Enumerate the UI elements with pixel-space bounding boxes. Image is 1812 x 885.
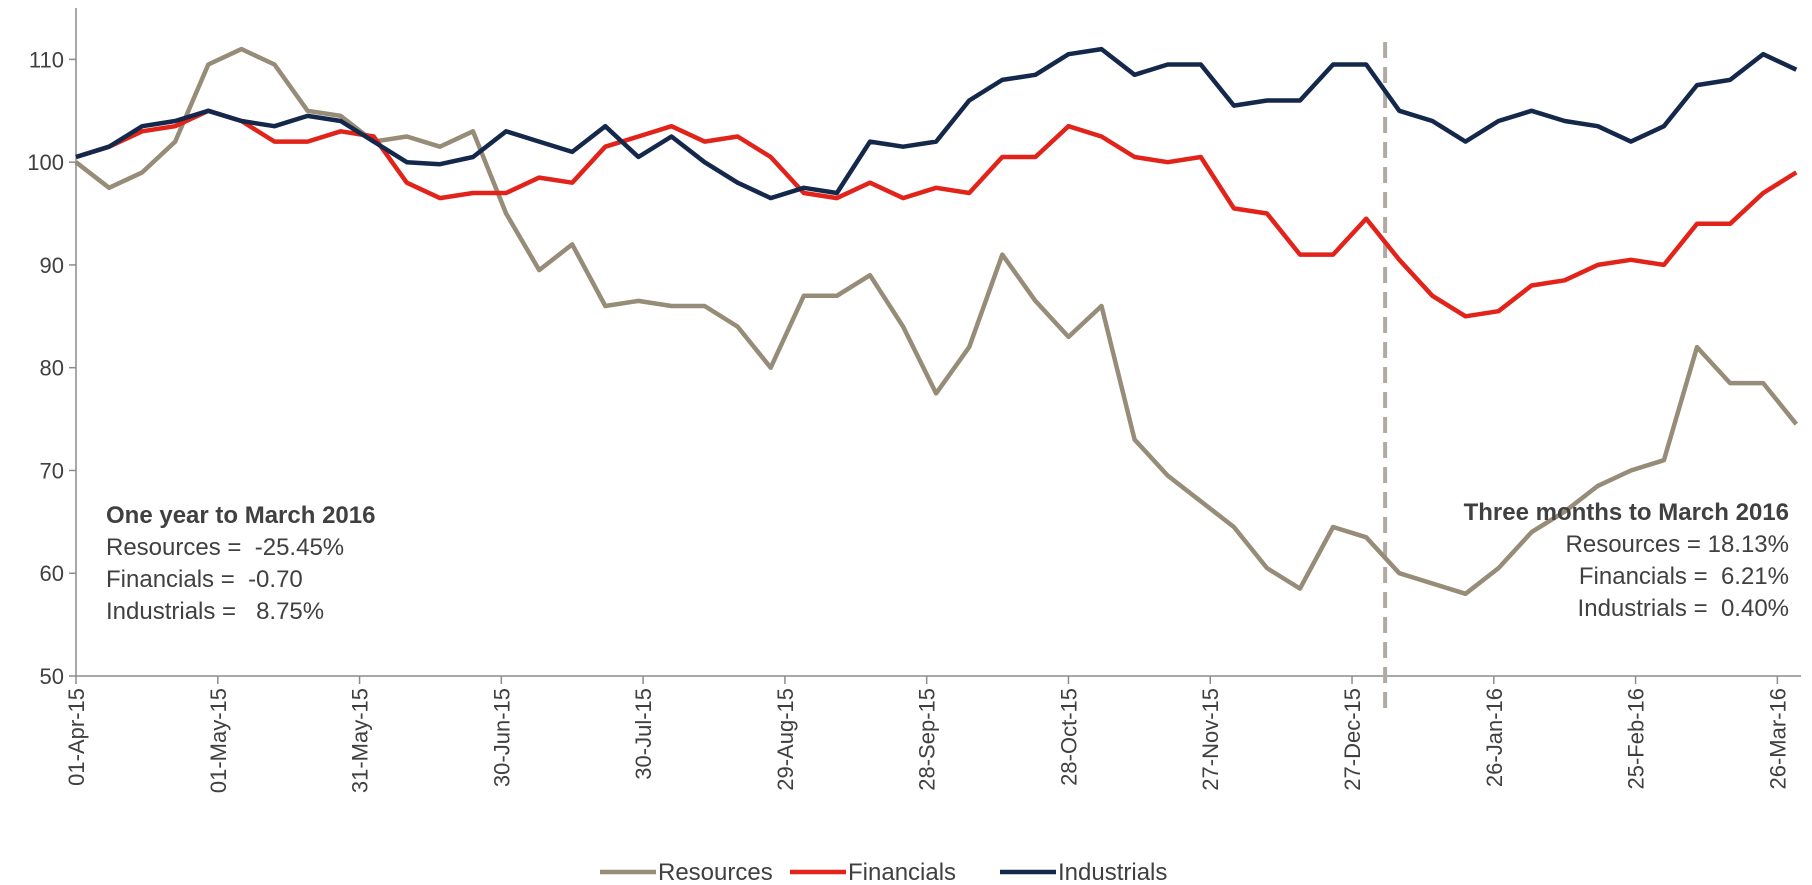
y-tick-label: 90: [40, 253, 64, 278]
y-tick-label: 110: [29, 47, 64, 72]
x-tick-label: 26-Mar-16: [1765, 688, 1790, 789]
annotation-line: Resources = -25.45%: [106, 534, 344, 561]
annotation-line: Financials = 6.21%: [1579, 563, 1789, 590]
x-tick-label: 26-Jan-16: [1482, 688, 1507, 787]
annotation-line: Industrials = 8.75%: [106, 598, 324, 625]
y-tick-label: 70: [40, 458, 64, 483]
x-tick-label: 30-Jun-15: [489, 688, 514, 787]
annotation-line: Industrials = 0.40%: [1578, 595, 1789, 622]
annotation-title: One year to March 2016: [106, 502, 375, 529]
legend-label: Resources: [658, 859, 773, 885]
y-tick-label: 50: [40, 664, 64, 689]
annotation-line: Financials = -0.70: [106, 566, 303, 593]
x-tick-label: 28-Sep-15: [915, 688, 940, 791]
x-tick-label: 25-Feb-16: [1624, 688, 1649, 790]
annotation: Three months to March 2016 Resources = 18…: [1464, 499, 1789, 622]
x-tick-label: 30-Jul-15: [631, 688, 656, 780]
legend-label: Financials: [848, 859, 956, 885]
x-tick-label: 01-Apr-15: [64, 688, 89, 786]
x-tick-label: 29-Aug-15: [773, 688, 798, 791]
annotation-title: Three months to March 2016: [1464, 499, 1789, 526]
y-tick-label: 60: [40, 561, 64, 586]
x-tick-label: 31-May-15: [348, 688, 373, 793]
annotation-line: Resources = 18.13%: [1566, 531, 1789, 558]
y-tick-label: 80: [40, 356, 64, 381]
x-tick-label: 27-Nov-15: [1198, 688, 1223, 791]
x-tick-label: 01-May-15: [206, 688, 231, 793]
x-tick-label: 28-Oct-15: [1056, 688, 1081, 786]
series-line: [75, 46, 1798, 201]
y-tick-label: 100: [27, 150, 64, 175]
legend-label: Industrials: [1058, 859, 1167, 885]
x-tick-label: 27-Dec-15: [1340, 688, 1365, 791]
legend: Resources Financials Industrials: [600, 859, 1167, 885]
annotation: One year to March 2016 Resources = -25.45…: [106, 502, 375, 625]
